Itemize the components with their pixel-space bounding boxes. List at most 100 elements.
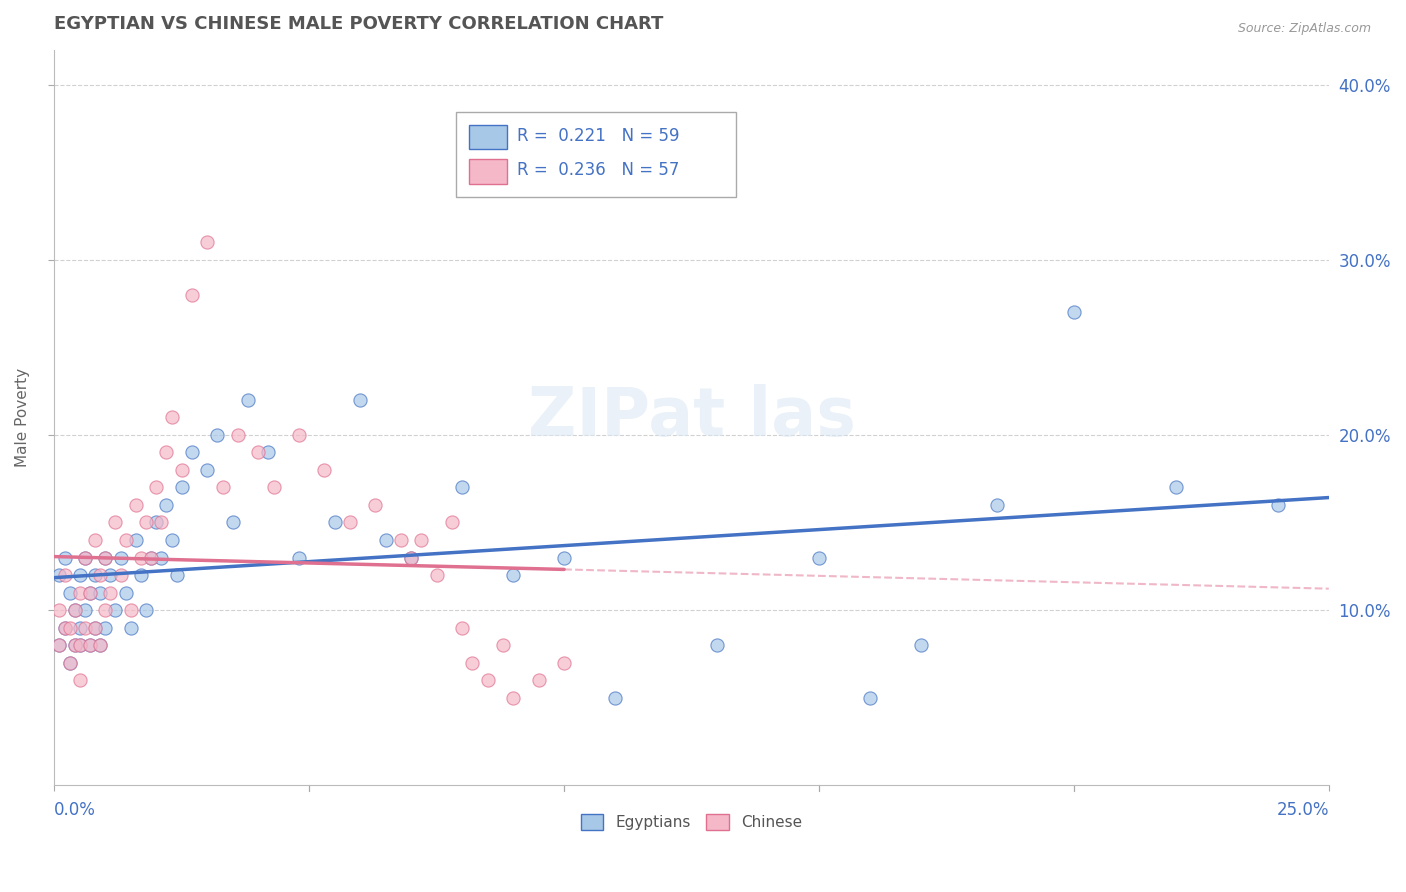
Point — [141, 550, 163, 565]
Text: 0.0%: 0.0% — [55, 800, 96, 819]
Point — [181, 445, 204, 459]
Point — [288, 428, 311, 442]
Point — [73, 621, 96, 635]
Point — [288, 550, 311, 565]
Point — [426, 568, 449, 582]
Point — [84, 568, 107, 582]
Point — [389, 533, 412, 547]
Point — [94, 621, 117, 635]
Point — [94, 603, 117, 617]
Point — [160, 533, 183, 547]
Point — [48, 603, 70, 617]
Point — [59, 656, 82, 670]
Text: 25.0%: 25.0% — [1277, 800, 1329, 819]
Point — [59, 656, 82, 670]
Point — [461, 656, 484, 670]
Point — [135, 603, 157, 617]
Point — [63, 638, 86, 652]
Point — [79, 585, 101, 599]
Point — [145, 516, 167, 530]
FancyBboxPatch shape — [468, 160, 506, 184]
Point — [104, 516, 127, 530]
Point — [314, 463, 336, 477]
Point — [492, 638, 515, 652]
Point — [69, 621, 91, 635]
Point — [104, 603, 127, 617]
Point — [94, 550, 117, 565]
Point — [502, 690, 524, 705]
Point — [48, 638, 70, 652]
Point — [170, 463, 193, 477]
Point — [53, 568, 76, 582]
Point — [222, 516, 245, 530]
Point — [69, 673, 91, 687]
Point — [150, 516, 173, 530]
Point — [1267, 498, 1289, 512]
Point — [339, 516, 361, 530]
Point — [207, 428, 229, 442]
Point — [63, 603, 86, 617]
Point — [603, 690, 626, 705]
Point — [110, 550, 132, 565]
Point — [986, 498, 1008, 512]
Point — [349, 392, 371, 407]
Point — [527, 673, 550, 687]
Point — [145, 481, 167, 495]
Point — [125, 498, 148, 512]
Point — [59, 621, 82, 635]
Point — [150, 550, 173, 565]
Point — [323, 516, 346, 530]
Point — [73, 603, 96, 617]
Point — [155, 498, 177, 512]
Point — [195, 235, 218, 250]
Point — [120, 603, 142, 617]
Point — [129, 550, 152, 565]
Point — [364, 498, 387, 512]
Point — [155, 445, 177, 459]
Point — [477, 673, 499, 687]
Point — [553, 656, 575, 670]
Point — [399, 550, 422, 565]
Point — [73, 550, 96, 565]
Point — [160, 410, 183, 425]
Point — [114, 533, 136, 547]
Point — [859, 690, 882, 705]
Point — [84, 533, 107, 547]
Point — [53, 550, 76, 565]
Point — [247, 445, 270, 459]
Point — [374, 533, 396, 547]
Point — [1164, 481, 1187, 495]
Point — [120, 621, 142, 635]
Point — [100, 568, 122, 582]
Point — [84, 621, 107, 635]
Point — [94, 550, 117, 565]
Text: ZIPat las: ZIPat las — [527, 384, 855, 450]
Point — [100, 585, 122, 599]
FancyBboxPatch shape — [456, 112, 737, 197]
Point — [910, 638, 932, 652]
Point — [141, 550, 163, 565]
Y-axis label: Male Poverty: Male Poverty — [15, 368, 30, 467]
Point — [166, 568, 188, 582]
Point — [502, 568, 524, 582]
Point — [79, 638, 101, 652]
Point — [89, 638, 111, 652]
Text: R =  0.236   N = 57: R = 0.236 N = 57 — [517, 161, 679, 179]
Point — [69, 638, 91, 652]
Point — [226, 428, 249, 442]
Point — [73, 550, 96, 565]
Point — [59, 585, 82, 599]
Point — [181, 288, 204, 302]
Point — [79, 638, 101, 652]
Point — [89, 568, 111, 582]
Point — [257, 445, 280, 459]
Point — [63, 638, 86, 652]
Point — [451, 481, 474, 495]
Point — [110, 568, 132, 582]
Point — [440, 516, 463, 530]
Text: EGYPTIAN VS CHINESE MALE POVERTY CORRELATION CHART: EGYPTIAN VS CHINESE MALE POVERTY CORRELA… — [55, 15, 664, 33]
Point — [89, 585, 111, 599]
Point — [69, 638, 91, 652]
Point — [48, 568, 70, 582]
Point — [125, 533, 148, 547]
